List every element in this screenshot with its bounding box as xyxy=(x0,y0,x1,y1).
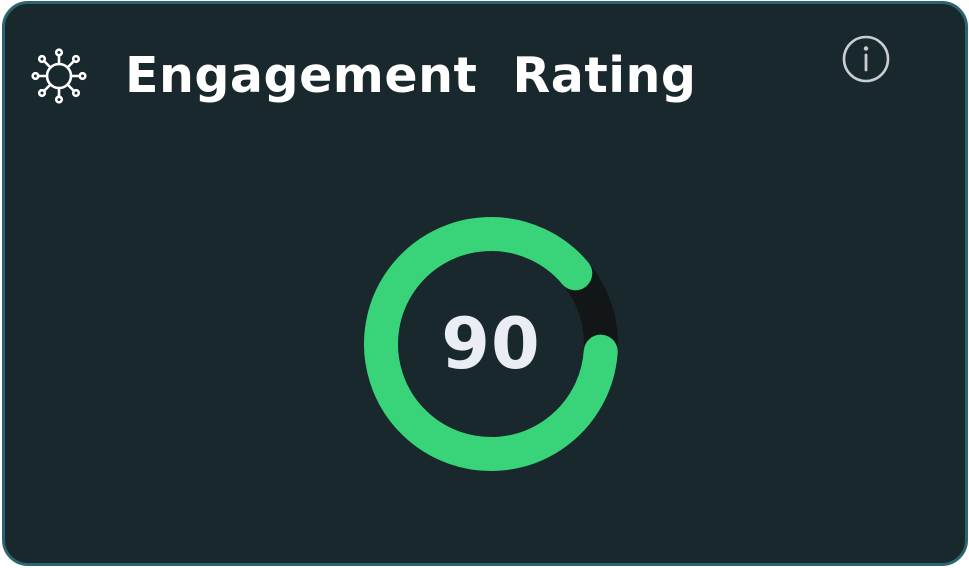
engagement-gauge xyxy=(364,217,618,471)
gauge-progress-arc xyxy=(364,217,618,471)
gauge-value: 90 xyxy=(441,303,541,385)
network-hub-icon xyxy=(31,48,87,104)
card-title: Engagement Rating xyxy=(125,47,697,104)
info-icon[interactable] xyxy=(840,33,892,85)
